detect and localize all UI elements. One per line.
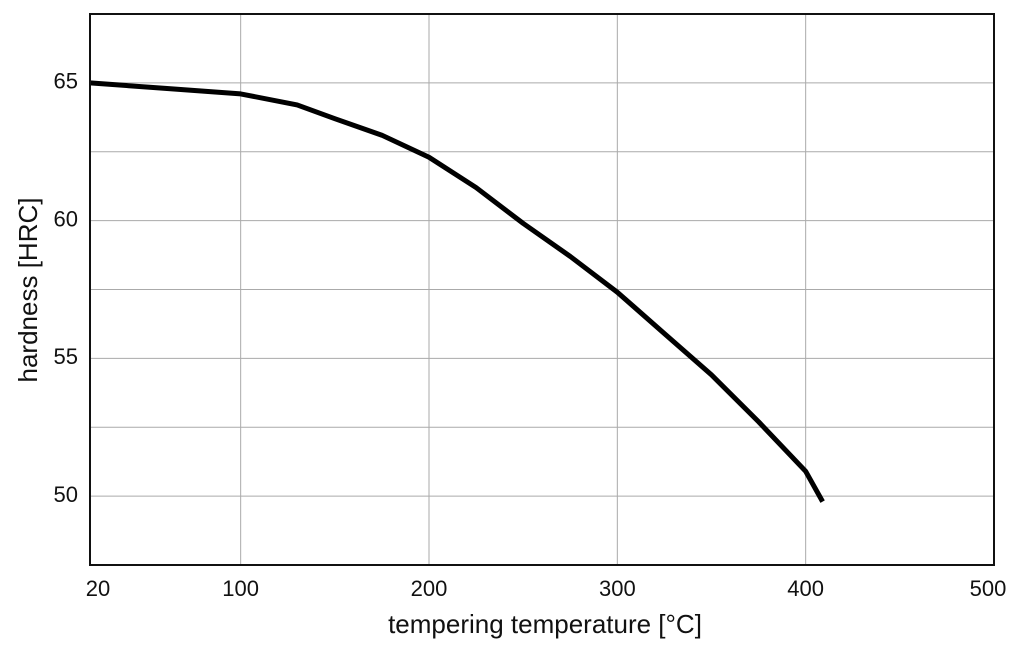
x-tick-label: 500 [970,576,1007,601]
x-tick-label: 20 [86,576,110,601]
y-tick-label: 50 [54,482,78,507]
marks [89,80,825,503]
y-axis-label: hardness [HRC] [13,198,43,383]
x-axis-label: tempering temperature [°C] [388,609,702,639]
plot-frame [89,13,995,566]
x-tick-label: 200 [411,576,448,601]
x-tick-label: 400 [787,576,824,601]
y-tick-label: 55 [54,344,78,369]
y-tick-label: 65 [54,69,78,94]
x-tick-label: 100 [222,576,259,601]
y-tick-label: 60 [54,206,78,231]
x-tick-label: 300 [599,576,636,601]
line-series [89,80,825,503]
